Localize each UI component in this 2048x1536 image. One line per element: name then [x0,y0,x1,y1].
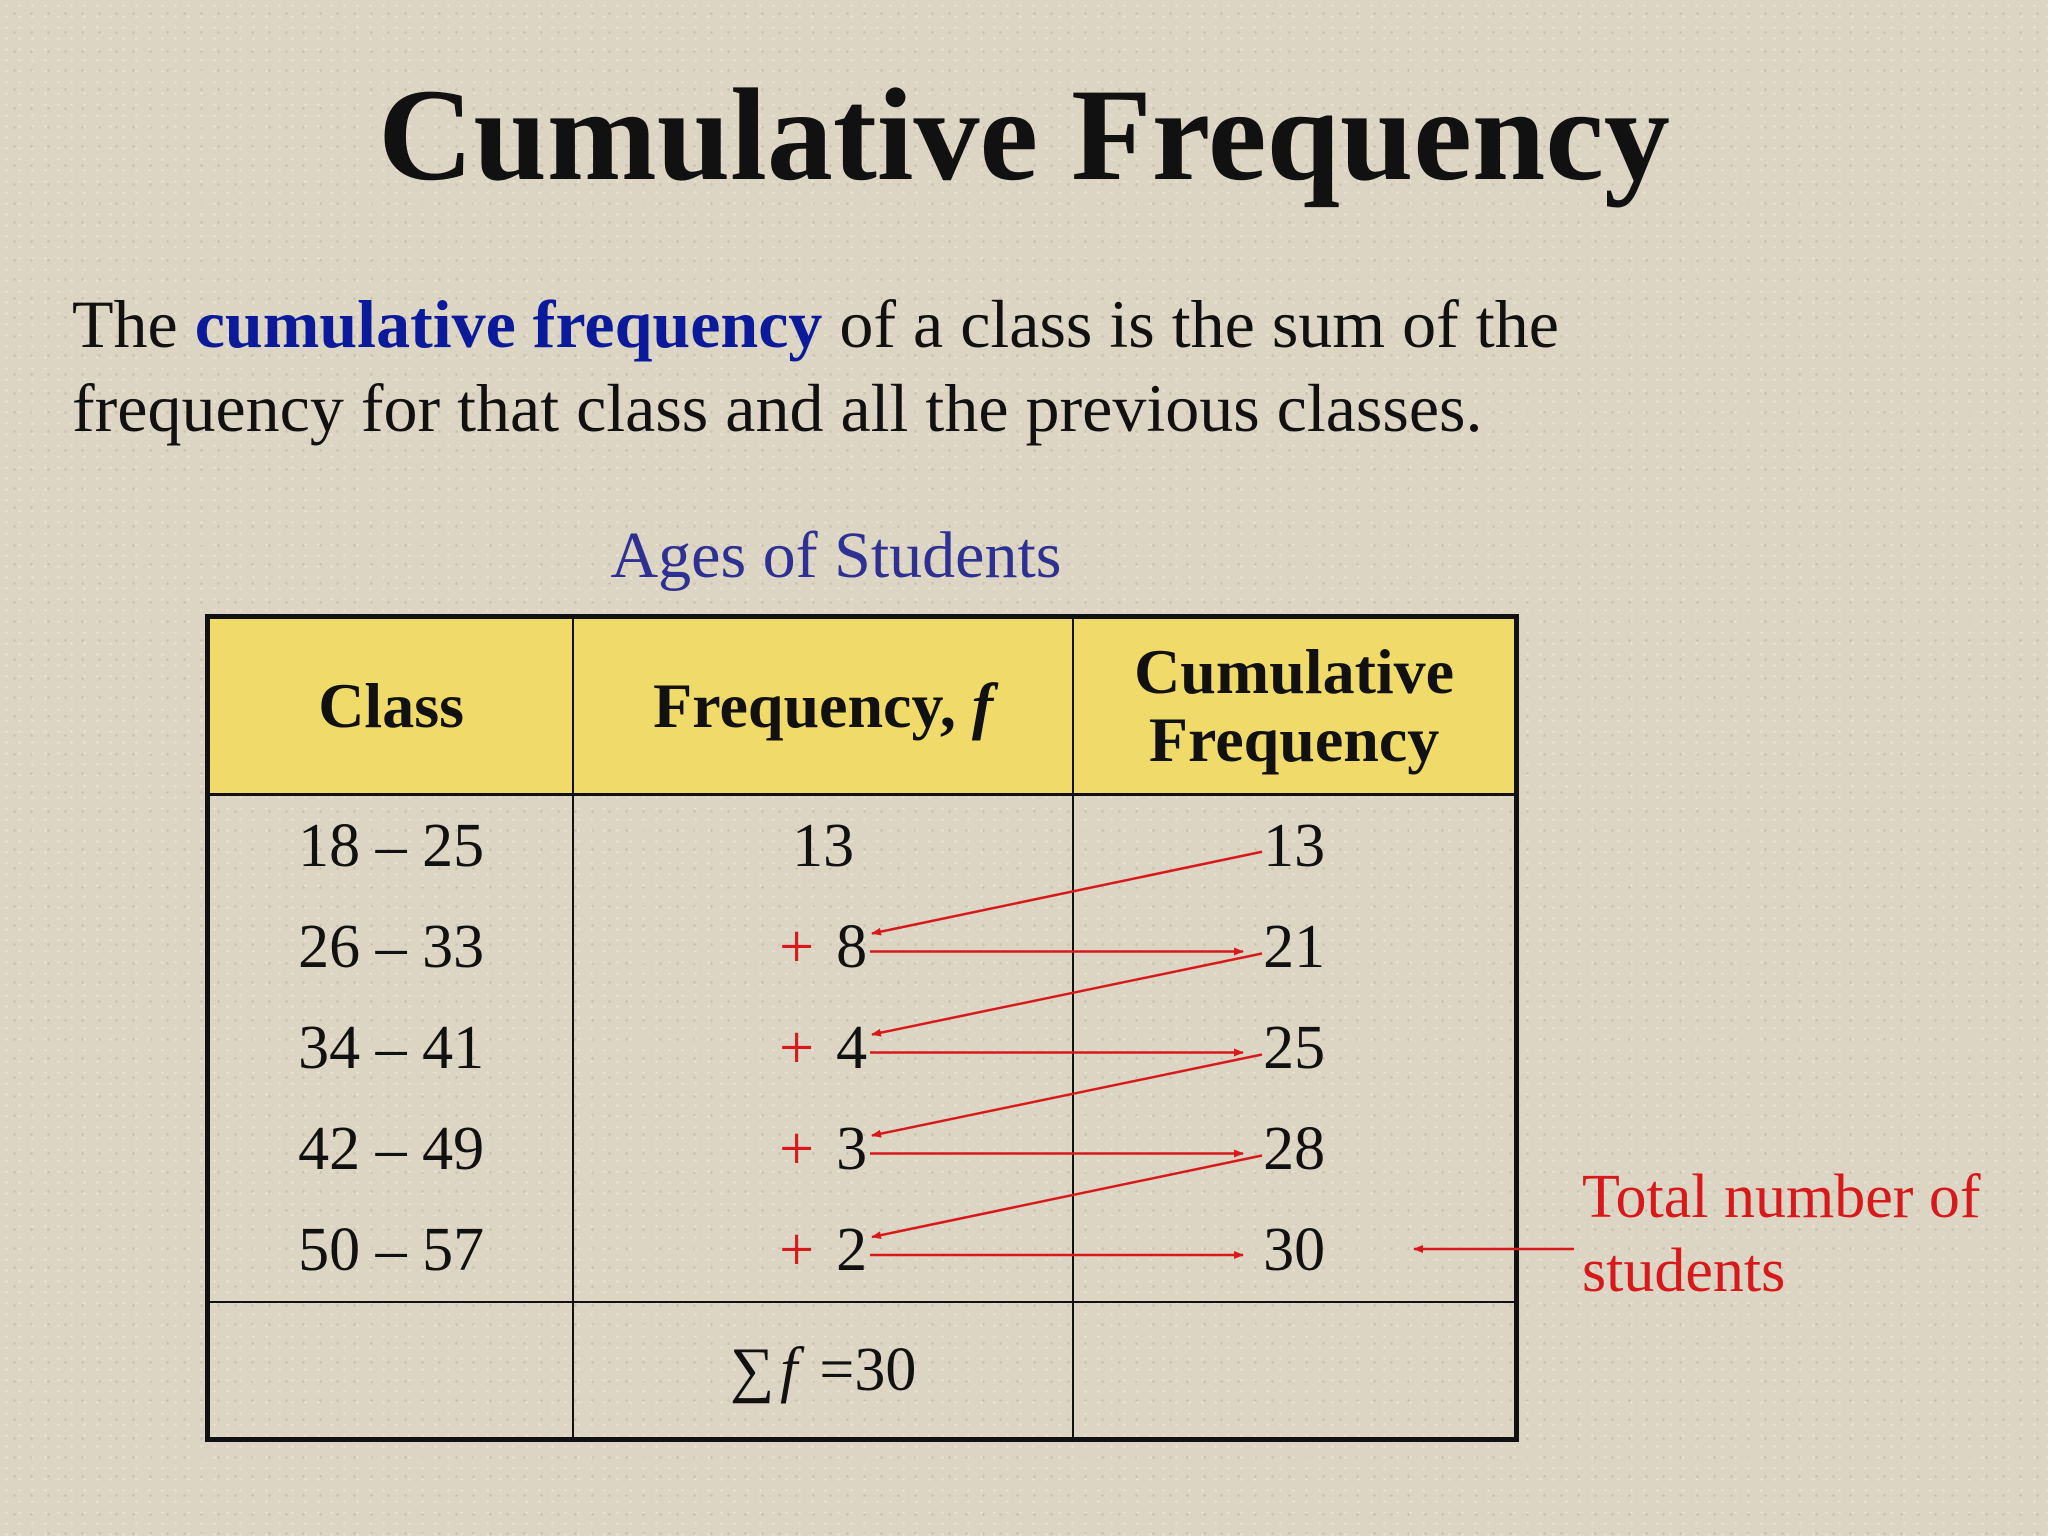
plus-sign: + [779,1216,815,1284]
table-head: Class Frequency, f Cumulative Frequency [206,616,1518,796]
data-row: 50 – 57 +2 30 [206,1200,1518,1302]
table-caption: Ages of Students [610,519,1062,592]
data-row: 34 – 41 +4 25 [206,998,1518,1099]
definition: The cumulative frequency of a class is t… [72,282,1832,450]
class-cell: 42 – 49 [206,1099,575,1200]
table-body: 18 – 25 13 13 26 – 33 +8 21 34 – 41 +4 25 42 – 49… [206,794,1518,1440]
frequency-value: 8 [836,913,868,981]
cumulative-cell: 21 [1072,897,1518,998]
annotation: Total number of students [1582,1163,1981,1305]
frequency-value: 4 [836,1014,868,1082]
class-cell: 34 – 41 [206,998,575,1099]
definition-text: of a class is the sum of the frequency f… [72,286,1559,446]
sigma: ∑ [729,1335,775,1404]
plus-sign: + [779,1014,815,1082]
frequency-cell: 13 [572,794,1075,897]
header-text: Frequency, [653,670,956,741]
definition-term: cumulative frequency [194,286,823,362]
frequency-value: 13 [792,812,855,880]
header-cell: Class [206,616,575,796]
class-cell: 50 – 57 [206,1200,575,1302]
header-symbol: f [971,670,994,741]
sum-symbol: f [780,1335,798,1404]
plus-sign: + [779,1115,815,1183]
data-row: 42 – 49 +3 28 [206,1099,1518,1200]
cumulative-cell: 30 [1072,1200,1518,1302]
definition-text: The [72,286,195,362]
class-cell: 26 – 33 [206,897,575,998]
frequency-cell: +2 [572,1200,1075,1302]
data-row: 26 – 33 +8 21 [206,897,1518,998]
sum-cell: ∑f =30 [572,1301,1075,1440]
cumulative-cell: 28 [1072,1099,1518,1200]
header-cell: Frequency, f [572,616,1075,796]
data-row: 18 – 25 13 13 [206,794,1518,897]
cumulative-cell: 25 [1072,998,1518,1099]
frequency-cell: +4 [572,998,1075,1099]
sum-value: =30 [819,1335,917,1404]
header-cell: Cumulative Frequency [1072,616,1518,796]
slide-title: Cumulative Frequency [378,61,1670,208]
empty-cell [206,1301,575,1440]
plus-sign: + [779,913,815,981]
class-cell: 18 – 25 [206,794,575,897]
frequency-value: 3 [836,1115,868,1183]
header-row: Class Frequency, f Cumulative Frequency [206,616,1518,796]
frequency-cell: +8 [572,897,1075,998]
frequency-value: 2 [836,1216,868,1284]
frequency-table: Class Frequency, f Cumulative Frequency … [205,614,1519,1442]
cumulative-cell: 13 [1072,794,1518,897]
frequency-cell: +3 [572,1099,1075,1200]
sum-row: ∑f =30 [206,1301,1518,1440]
empty-cell [1072,1301,1518,1440]
